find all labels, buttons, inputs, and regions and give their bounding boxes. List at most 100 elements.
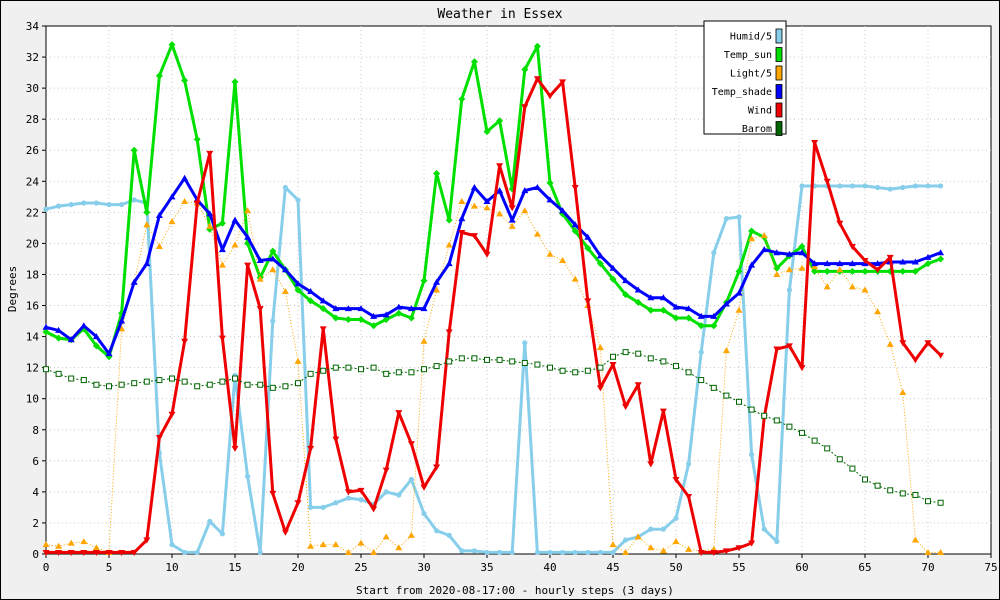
data-point-wind bbox=[836, 220, 844, 227]
data-point-temp-sun bbox=[420, 277, 428, 285]
data-point-humid-5 bbox=[434, 528, 440, 534]
data-point-barom bbox=[496, 356, 503, 363]
data-point-light-5 bbox=[861, 286, 869, 293]
data-point-temp-shade bbox=[924, 253, 932, 260]
data-point-barom bbox=[836, 456, 843, 463]
legend-swatch bbox=[775, 28, 783, 44]
data-point-wind bbox=[470, 233, 478, 240]
data-point-temp-sun bbox=[42, 328, 50, 336]
data-point-humid-5 bbox=[786, 287, 793, 293]
x-tick-label: 55 bbox=[732, 561, 745, 574]
data-point-light-5 bbox=[218, 261, 226, 268]
data-point-humid-5 bbox=[799, 183, 805, 189]
data-point-humid-5 bbox=[56, 203, 62, 209]
series-line-wind bbox=[46, 77, 942, 554]
data-point-wind bbox=[496, 163, 504, 170]
data-point-wind bbox=[710, 549, 718, 556]
data-point-humid-5 bbox=[270, 318, 276, 324]
data-point-barom bbox=[584, 367, 591, 374]
data-point-wind bbox=[118, 549, 126, 556]
data-point-wind bbox=[319, 326, 327, 333]
data-point-temp-shade bbox=[294, 280, 302, 287]
x-axis-label: Start from 2020-08-17:00 - hourly steps … bbox=[356, 584, 674, 597]
data-point-light-5 bbox=[168, 218, 176, 225]
data-point-wind bbox=[130, 549, 138, 556]
data-point-wind bbox=[344, 489, 352, 496]
data-point-light-5 bbox=[332, 541, 340, 548]
data-point-humid-5 bbox=[484, 549, 490, 556]
data-point-light-5 bbox=[319, 541, 327, 548]
data-point-humid-5 bbox=[408, 476, 414, 483]
legend-swatch bbox=[775, 102, 783, 118]
data-point-temp-shade bbox=[445, 260, 453, 267]
data-point-temp-shade bbox=[622, 277, 630, 284]
y-tick-label: 20 bbox=[26, 237, 39, 250]
y-tick-label: 0 bbox=[32, 548, 39, 561]
data-point-temp-shade bbox=[281, 266, 289, 273]
data-point-wind bbox=[848, 244, 856, 251]
data-point-wind bbox=[584, 298, 592, 305]
data-point-temp-shade bbox=[118, 317, 126, 324]
data-point-temp-sun bbox=[659, 306, 667, 314]
legend: Humid/5 Temp_sun Light/5 Temp_shade Wind Baro… bbox=[703, 20, 787, 136]
data-point-wind bbox=[823, 178, 831, 185]
data-point-barom bbox=[80, 377, 87, 384]
data-point-light-5 bbox=[231, 241, 239, 248]
data-point-light-5 bbox=[748, 235, 756, 242]
data-point-temp-shade bbox=[773, 249, 781, 256]
data-point-temp-shade bbox=[458, 215, 466, 222]
data-point-light-5 bbox=[722, 347, 730, 354]
data-point-temp-sun bbox=[697, 322, 705, 330]
data-point-humid-5 bbox=[585, 549, 591, 556]
legend-label: Humid/5 bbox=[730, 32, 772, 43]
data-point-light-5 bbox=[508, 222, 516, 229]
data-point-barom bbox=[232, 375, 238, 382]
data-point-wind bbox=[785, 343, 793, 350]
data-point-temp-shade bbox=[785, 250, 793, 257]
data-point-humid-5 bbox=[887, 186, 893, 192]
data-point-temp-shade bbox=[382, 311, 390, 318]
legend-swatch bbox=[775, 65, 783, 81]
data-point-wind bbox=[193, 200, 201, 207]
data-point-light-5 bbox=[281, 288, 289, 295]
data-point-barom bbox=[559, 367, 566, 374]
x-tick-label: 15 bbox=[228, 561, 241, 574]
data-point-temp-shade bbox=[899, 258, 907, 265]
data-point-temp-sun bbox=[861, 267, 869, 275]
data-point-temp-sun bbox=[307, 297, 315, 305]
data-point-light-5 bbox=[181, 197, 189, 204]
data-point-temp-shade bbox=[533, 184, 541, 191]
data-point-wind bbox=[395, 410, 403, 417]
data-point-humid-5 bbox=[774, 538, 780, 545]
y-tick-label: 10 bbox=[26, 393, 39, 406]
series-group bbox=[42, 41, 945, 556]
data-point-light-5 bbox=[773, 270, 781, 277]
data-point-temp-shade bbox=[823, 260, 831, 267]
data-point-temp-sun bbox=[546, 179, 554, 187]
data-point-wind bbox=[92, 549, 100, 556]
data-point-humid-5 bbox=[673, 515, 679, 521]
data-point-temp-shade bbox=[735, 289, 743, 296]
data-point-wind bbox=[748, 540, 756, 547]
data-point-temp-shade bbox=[848, 260, 856, 267]
data-point-humid-5 bbox=[736, 214, 742, 220]
data-point-barom bbox=[761, 412, 768, 419]
data-point-temp-shade bbox=[722, 300, 730, 307]
data-point-temp-sun bbox=[319, 305, 327, 313]
data-point-wind bbox=[231, 445, 239, 452]
data-point-barom bbox=[799, 429, 805, 436]
data-point-barom bbox=[244, 381, 251, 388]
data-point-humid-5 bbox=[131, 197, 137, 203]
data-point-humid-5 bbox=[119, 201, 125, 208]
data-point-humid-5 bbox=[471, 548, 477, 554]
data-point-temp-shade bbox=[420, 305, 428, 312]
data-point-humid-5 bbox=[43, 206, 49, 212]
data-point-light-5 bbox=[92, 544, 100, 551]
data-point-barom bbox=[106, 383, 112, 390]
data-point-barom bbox=[887, 487, 894, 494]
data-point-humid-5 bbox=[522, 340, 528, 346]
data-point-light-5 bbox=[407, 531, 415, 538]
data-point-light-5 bbox=[634, 533, 642, 540]
data-point-barom bbox=[521, 359, 528, 366]
data-point-temp-sun bbox=[798, 243, 806, 251]
